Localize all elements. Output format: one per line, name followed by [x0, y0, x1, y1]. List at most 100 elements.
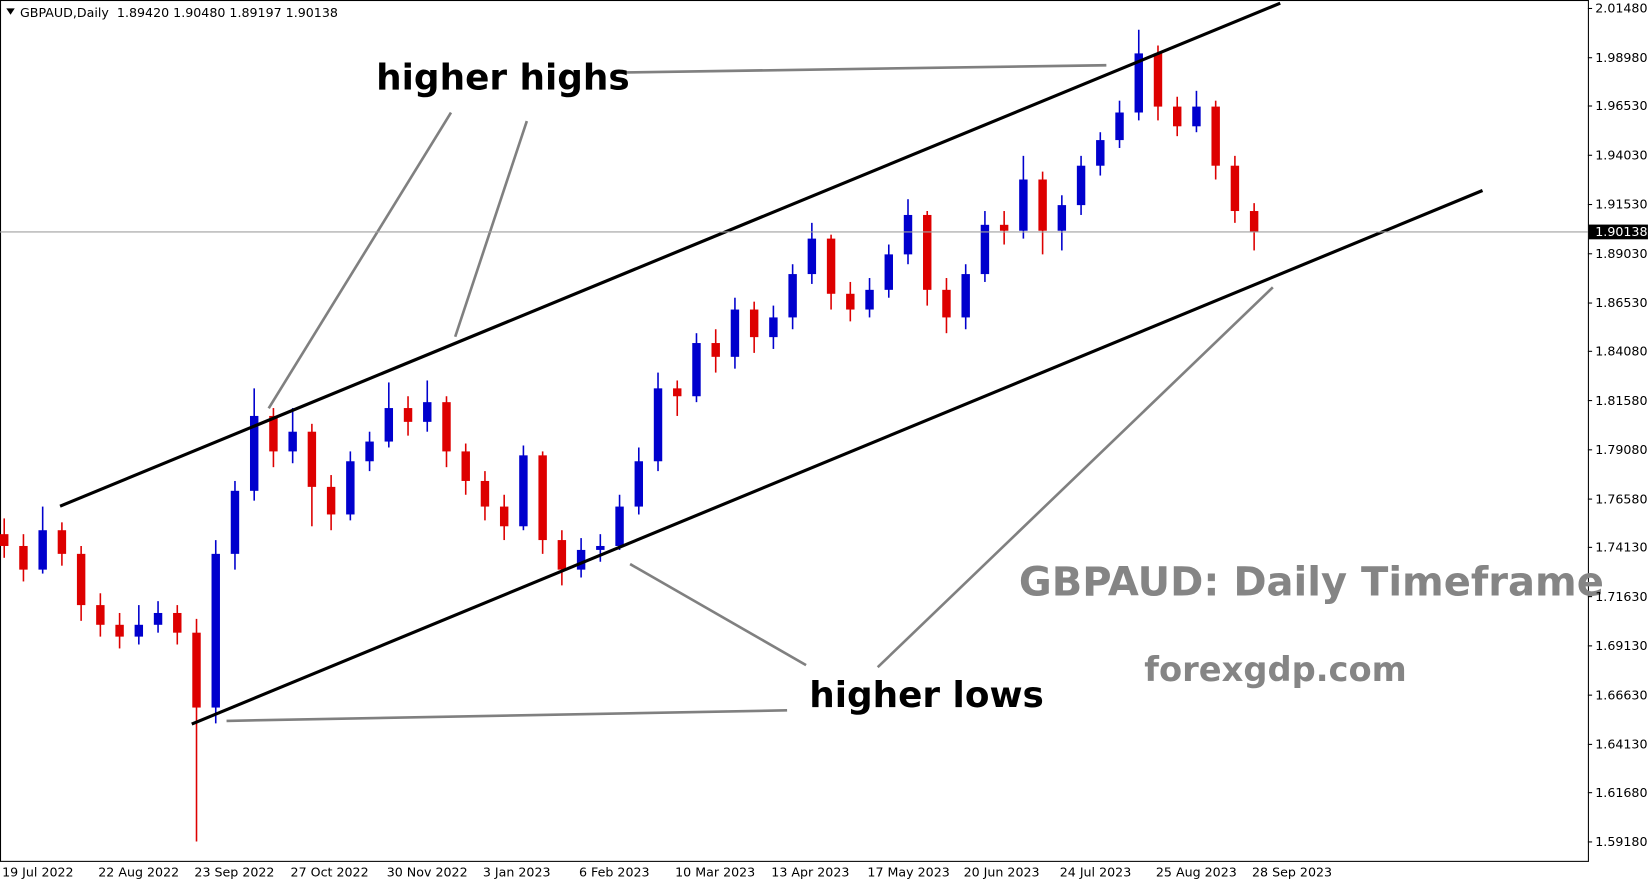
- candle-body: [769, 317, 778, 338]
- y-tick-label: 1.59180: [1595, 834, 1647, 849]
- candle-body: [1076, 165, 1086, 206]
- candle-body: [326, 486, 336, 515]
- y-tick-label: 1.96530: [1595, 98, 1647, 113]
- candle-body: [403, 408, 413, 422]
- y-tick-label: 1.89030: [1595, 246, 1647, 261]
- candle-body: [730, 309, 740, 357]
- candle-body: [249, 415, 259, 491]
- watermark-title: GBPAUD: Daily Timeframe: [1019, 560, 1604, 606]
- candle-body: [134, 624, 144, 637]
- pointer: [629, 562, 807, 667]
- candle-body: [442, 402, 451, 452]
- candle-body: [999, 224, 1009, 231]
- candle-body: [942, 289, 951, 318]
- candle-body: [1173, 106, 1182, 127]
- candle-body: [1019, 179, 1028, 231]
- pointers: [226, 63, 1274, 723]
- candle-body: [346, 461, 355, 515]
- candle-body: [1134, 53, 1143, 113]
- annotation: higher lows: [809, 675, 1044, 716]
- lower-channel: [191, 189, 1484, 726]
- candle-body: [211, 553, 220, 708]
- candle-body: [96, 605, 105, 625]
- candle-body: [865, 289, 874, 310]
- candle-body: [576, 549, 586, 570]
- x-tick-label: 10 Mar 2023: [675, 865, 755, 880]
- x-tick-label: 13 Apr 2023: [771, 865, 849, 880]
- candle-body: [923, 214, 932, 290]
- x-tick-label: 6 Feb 2023: [579, 865, 650, 880]
- candle-body: [173, 612, 182, 633]
- candle-body: [596, 545, 605, 550]
- candle-body: [0, 534, 9, 546]
- candle-body: [653, 388, 663, 462]
- price-label-box: [1588, 224, 1648, 240]
- candle-body: [519, 455, 528, 527]
- pointer: [267, 111, 453, 410]
- y-tick-label: 1.76580: [1595, 491, 1647, 506]
- y-tick-label: 1.84080: [1595, 344, 1647, 359]
- x-tick-label: 17 May 2023: [867, 865, 949, 880]
- candle-body: [269, 415, 278, 452]
- candle-body: [1153, 53, 1163, 107]
- pointer: [613, 63, 1107, 74]
- candle-body: [1211, 106, 1220, 166]
- y-tick-label: 1.81580: [1595, 393, 1647, 408]
- candle-body: [57, 530, 67, 554]
- plot-frame: [0, 0, 1589, 862]
- candle-body: [480, 480, 490, 507]
- watermark-site: forexgdp.com: [1144, 650, 1407, 689]
- menu-arrow: [6, 8, 15, 15]
- candles: [0, 29, 1259, 842]
- x-tick-label: 28 Sep 2023: [1252, 865, 1332, 880]
- candle-body: [1057, 205, 1067, 231]
- candle-body: [423, 402, 432, 422]
- candle-body: [846, 293, 855, 310]
- y-tick-label: 2.01480: [1595, 1, 1647, 16]
- y-tick-label: 1.66630: [1595, 687, 1647, 702]
- candle-body: [288, 431, 297, 452]
- chart-title: GBPAUD,Daily 1.89420 1.90480 1.89197 1.9…: [20, 5, 338, 20]
- candle-body: [634, 461, 644, 507]
- y-tick-label: 1.64130: [1595, 737, 1647, 752]
- x-tick-label: 24 Jul 2023: [1060, 865, 1132, 880]
- candle-body: [1249, 211, 1259, 232]
- candle-body: [76, 553, 86, 606]
- candle-body: [788, 274, 797, 318]
- x-tick-label: 3 Jan 2023: [483, 865, 551, 880]
- candle-body: [499, 506, 509, 527]
- candle-body: [711, 343, 720, 357]
- candle-body: [1115, 112, 1124, 141]
- candle-body: [115, 624, 124, 637]
- x-tick-label: 27 Oct 2022: [291, 865, 369, 880]
- y-tick-label: 1.74130: [1595, 540, 1647, 555]
- y-tick-label: 1.86530: [1595, 295, 1647, 310]
- x-tick-label: 30 Nov 2022: [387, 865, 468, 880]
- candle-body: [807, 238, 817, 275]
- candle-body: [1230, 165, 1240, 212]
- y-tick-label: 1.71630: [1595, 589, 1647, 604]
- y-tick-label: 1.94030: [1595, 147, 1647, 162]
- candle-body: [192, 632, 201, 708]
- candle-body: [615, 506, 624, 546]
- candle-body: [557, 540, 567, 570]
- pointer: [876, 286, 1274, 669]
- candle-body: [673, 388, 682, 397]
- x-tick-label: 19 Jul 2022: [2, 865, 74, 880]
- y-tick-label: 1.91530: [1595, 197, 1647, 212]
- x-tick-label: 22 Aug 2022: [98, 865, 179, 880]
- x-tick-label: 20 Jun 2023: [964, 865, 1040, 880]
- y-tick-label: 1.98980: [1595, 50, 1647, 65]
- candle-body: [826, 238, 836, 294]
- x-tick-label: 25 Aug 2023: [1156, 865, 1237, 880]
- candle-body: [1096, 140, 1105, 166]
- candle-body: [903, 214, 913, 255]
- candle-body: [307, 431, 317, 487]
- upper-channel: [59, 1, 1281, 508]
- candle-body: [749, 309, 759, 338]
- candle-body: [365, 441, 374, 462]
- pointer: [453, 120, 529, 338]
